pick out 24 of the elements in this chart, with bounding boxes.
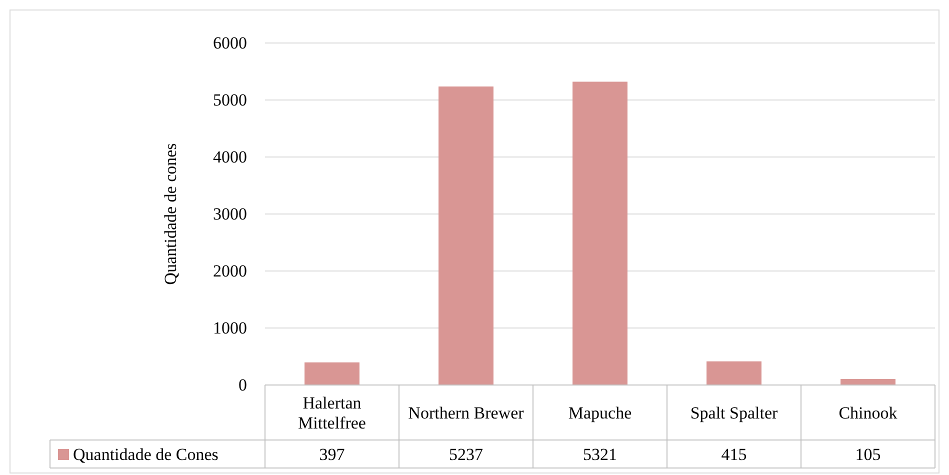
y-tick-label: 4000 xyxy=(213,147,247,166)
data-label: 397 xyxy=(319,445,346,464)
data-label: 5237 xyxy=(449,445,484,464)
y-tick-label: 1000 xyxy=(213,318,247,338)
x-tick-label: Chinook xyxy=(838,404,898,422)
legend-label: Quantidade de Cones xyxy=(73,445,218,464)
bar xyxy=(572,82,628,385)
bar xyxy=(438,86,494,385)
data-label: 5321 xyxy=(583,445,617,464)
data-label: 105 xyxy=(855,445,881,464)
bar xyxy=(706,361,762,385)
data-label: 415 xyxy=(721,445,747,464)
x-tick-label: Northern Brewer xyxy=(408,404,524,422)
y-axis-title: Quantidade de cones xyxy=(161,143,180,285)
x-tick-label: Spalt Spalter xyxy=(690,404,778,422)
y-tick-label: 2000 xyxy=(213,261,247,280)
y-tick-label: 0 xyxy=(238,375,247,394)
x-tick-label: Halertan Mittelfree xyxy=(298,394,366,432)
y-tick-label: 5000 xyxy=(213,90,247,110)
y-tick-label: 6000 xyxy=(213,33,247,52)
bar xyxy=(304,362,360,385)
y-tick-label: 3000 xyxy=(213,204,247,224)
x-tick-label: Mapuche xyxy=(568,404,632,422)
bar xyxy=(840,379,896,385)
